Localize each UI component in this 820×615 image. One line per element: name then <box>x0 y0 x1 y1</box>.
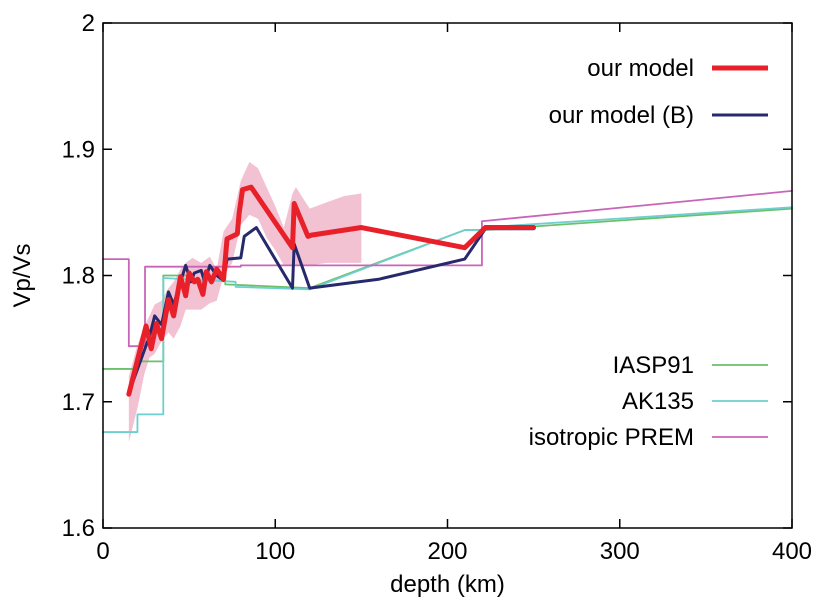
y-tick-label: 1.8 <box>62 263 95 290</box>
tick-labels-layer: 0 100 200 300 400 1.6 1.7 1.8 1.9 2 <box>62 10 812 565</box>
legend-label-isotropic-prem: isotropic PREM <box>529 424 694 451</box>
y-tick-label: 1.7 <box>62 389 95 416</box>
y-tick-label: 1.9 <box>62 136 95 163</box>
y-tick-label: 1.6 <box>62 515 95 542</box>
ticks-layer <box>102 22 793 529</box>
legend-label-our-model-b: our model (B) <box>549 102 694 129</box>
x-axis-title: depth (km) <box>390 571 505 598</box>
series-layer <box>102 184 793 433</box>
series-line-our-model <box>126 184 537 397</box>
x-tick-label: 400 <box>772 538 812 565</box>
legend-label-iasp91: IASP91 <box>613 352 694 379</box>
legend-label-ak135: AK135 <box>622 388 694 415</box>
x-tick-label: 300 <box>600 538 640 565</box>
uncertainty-band <box>128 161 362 443</box>
x-tick-label: 100 <box>255 538 295 565</box>
legend-label-our-model: our model <box>587 55 694 82</box>
series-line-isotropic-prem <box>102 190 793 348</box>
x-tick-label: 0 <box>96 538 109 565</box>
series-line-our-model-b <box>127 226 536 395</box>
x-tick-label: 200 <box>427 538 467 565</box>
legend: our model our model (B) IASP91 AK135 isotrop… <box>529 55 768 451</box>
y-axis-title: Vp/Vs <box>9 243 36 307</box>
y-tick-label: 2 <box>82 10 95 37</box>
uncertainty-band-layer <box>128 161 362 443</box>
